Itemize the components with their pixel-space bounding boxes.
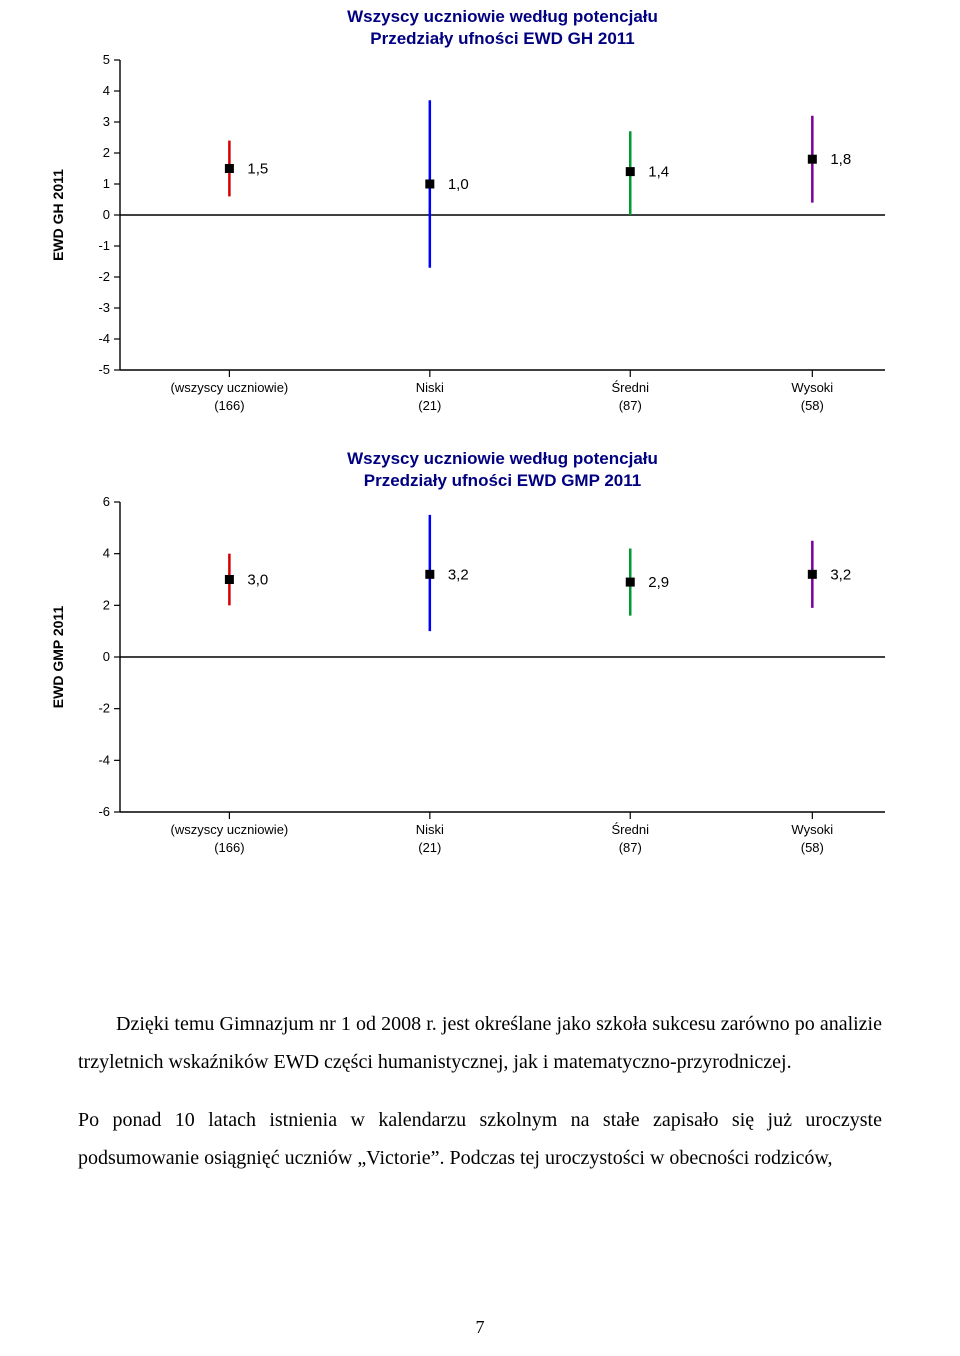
y-tick-label: 4: [103, 83, 110, 98]
chart-ewd-gh-2011: Wszyscy uczniowie według potencjału Przed…: [45, 0, 915, 430]
page-number: 7: [0, 1317, 960, 1338]
error-bar-marker: [808, 570, 817, 579]
x-category-label-line1: Niski: [416, 822, 444, 837]
error-bar-marker: [425, 570, 434, 579]
point-value-label: 2,9: [648, 574, 669, 591]
chart-title-line1: Wszyscy uczniowie według potencjału: [347, 449, 658, 468]
error-bar-marker: [808, 155, 817, 164]
y-tick-label: -1: [98, 238, 110, 253]
point-value-label: 1,5: [247, 161, 268, 178]
point-value-label: 3,2: [448, 566, 469, 583]
paragraph-1: Dzięki temu Gimnazjum nr 1 od 2008 r. je…: [78, 1005, 882, 1081]
y-tick-label: -4: [98, 752, 110, 767]
x-category-label-line1: Wysoki: [791, 822, 833, 837]
x-category-label-line2: (166): [214, 840, 244, 855]
point-value-label: 3,2: [830, 566, 851, 583]
x-category-label-line2: (58): [801, 398, 824, 413]
chart-title-line1: Wszyscy uczniowie według potencjału: [347, 7, 658, 26]
x-category-label-line1: (wszyscy uczniowie): [171, 822, 289, 837]
y-tick-label: 2: [103, 597, 110, 612]
error-bar-marker: [626, 578, 635, 587]
y-tick-label: 0: [103, 207, 110, 222]
error-bar-marker: [425, 180, 434, 189]
error-bar-marker: [225, 164, 234, 173]
x-category-label-line2: (87): [619, 398, 642, 413]
y-axis-label: EWD GMP 2011: [50, 606, 66, 709]
y-tick-label: 0: [103, 649, 110, 664]
y-tick-label: 2: [103, 145, 110, 160]
y-tick-label: 1: [103, 176, 110, 191]
y-tick-label: 4: [103, 546, 110, 561]
y-tick-label: -3: [98, 300, 110, 315]
x-category-label-line2: (166): [214, 398, 244, 413]
body-text-block: Dzięki temu Gimnazjum nr 1 od 2008 r. je…: [78, 985, 882, 1197]
point-value-label: 1,4: [648, 164, 669, 181]
y-tick-label: 3: [103, 114, 110, 129]
y-tick-label: 5: [103, 52, 110, 67]
chart-ewd-gmp-2011: Wszyscy uczniowie według potencjału Przed…: [45, 442, 915, 872]
x-category-label-line1: Średni: [611, 822, 649, 837]
x-category-label-line1: Wysoki: [791, 380, 833, 395]
y-tick-label: -2: [98, 269, 110, 284]
x-category-label-line2: (21): [418, 398, 441, 413]
x-category-label-line2: (21): [418, 840, 441, 855]
chart-title-line2: Przedziały ufności EWD GMP 2011: [364, 471, 641, 490]
y-tick-label: -4: [98, 331, 110, 346]
x-category-label-line1: Niski: [416, 380, 444, 395]
page-root: Wszyscy uczniowie według potencjału Przed…: [0, 0, 960, 1356]
y-tick-label: -2: [98, 701, 110, 716]
error-bar-marker: [225, 575, 234, 584]
point-value-label: 1,8: [830, 151, 851, 168]
y-tick-label: 6: [103, 494, 110, 509]
error-bar-marker: [626, 167, 635, 176]
x-category-label-line1: (wszyscy uczniowie): [171, 380, 289, 395]
y-tick-label: -5: [98, 362, 110, 377]
x-category-label-line2: (58): [801, 840, 824, 855]
chart-svg: Wszyscy uczniowie według potencjału Przed…: [45, 0, 915, 430]
point-value-label: 3,0: [247, 572, 268, 589]
paragraph-2: Po ponad 10 latach istnienia w kalendarz…: [78, 1101, 882, 1177]
chart-svg: Wszyscy uczniowie według potencjału Przed…: [45, 442, 915, 872]
x-category-label-line1: Średni: [611, 380, 649, 395]
point-value-label: 1,0: [448, 176, 469, 193]
x-category-label-line2: (87): [619, 840, 642, 855]
y-tick-label: -6: [98, 804, 110, 819]
y-axis-label: EWD GH 2011: [50, 169, 66, 261]
chart-title-line2: Przedziały ufności EWD GH 2011: [370, 29, 635, 48]
